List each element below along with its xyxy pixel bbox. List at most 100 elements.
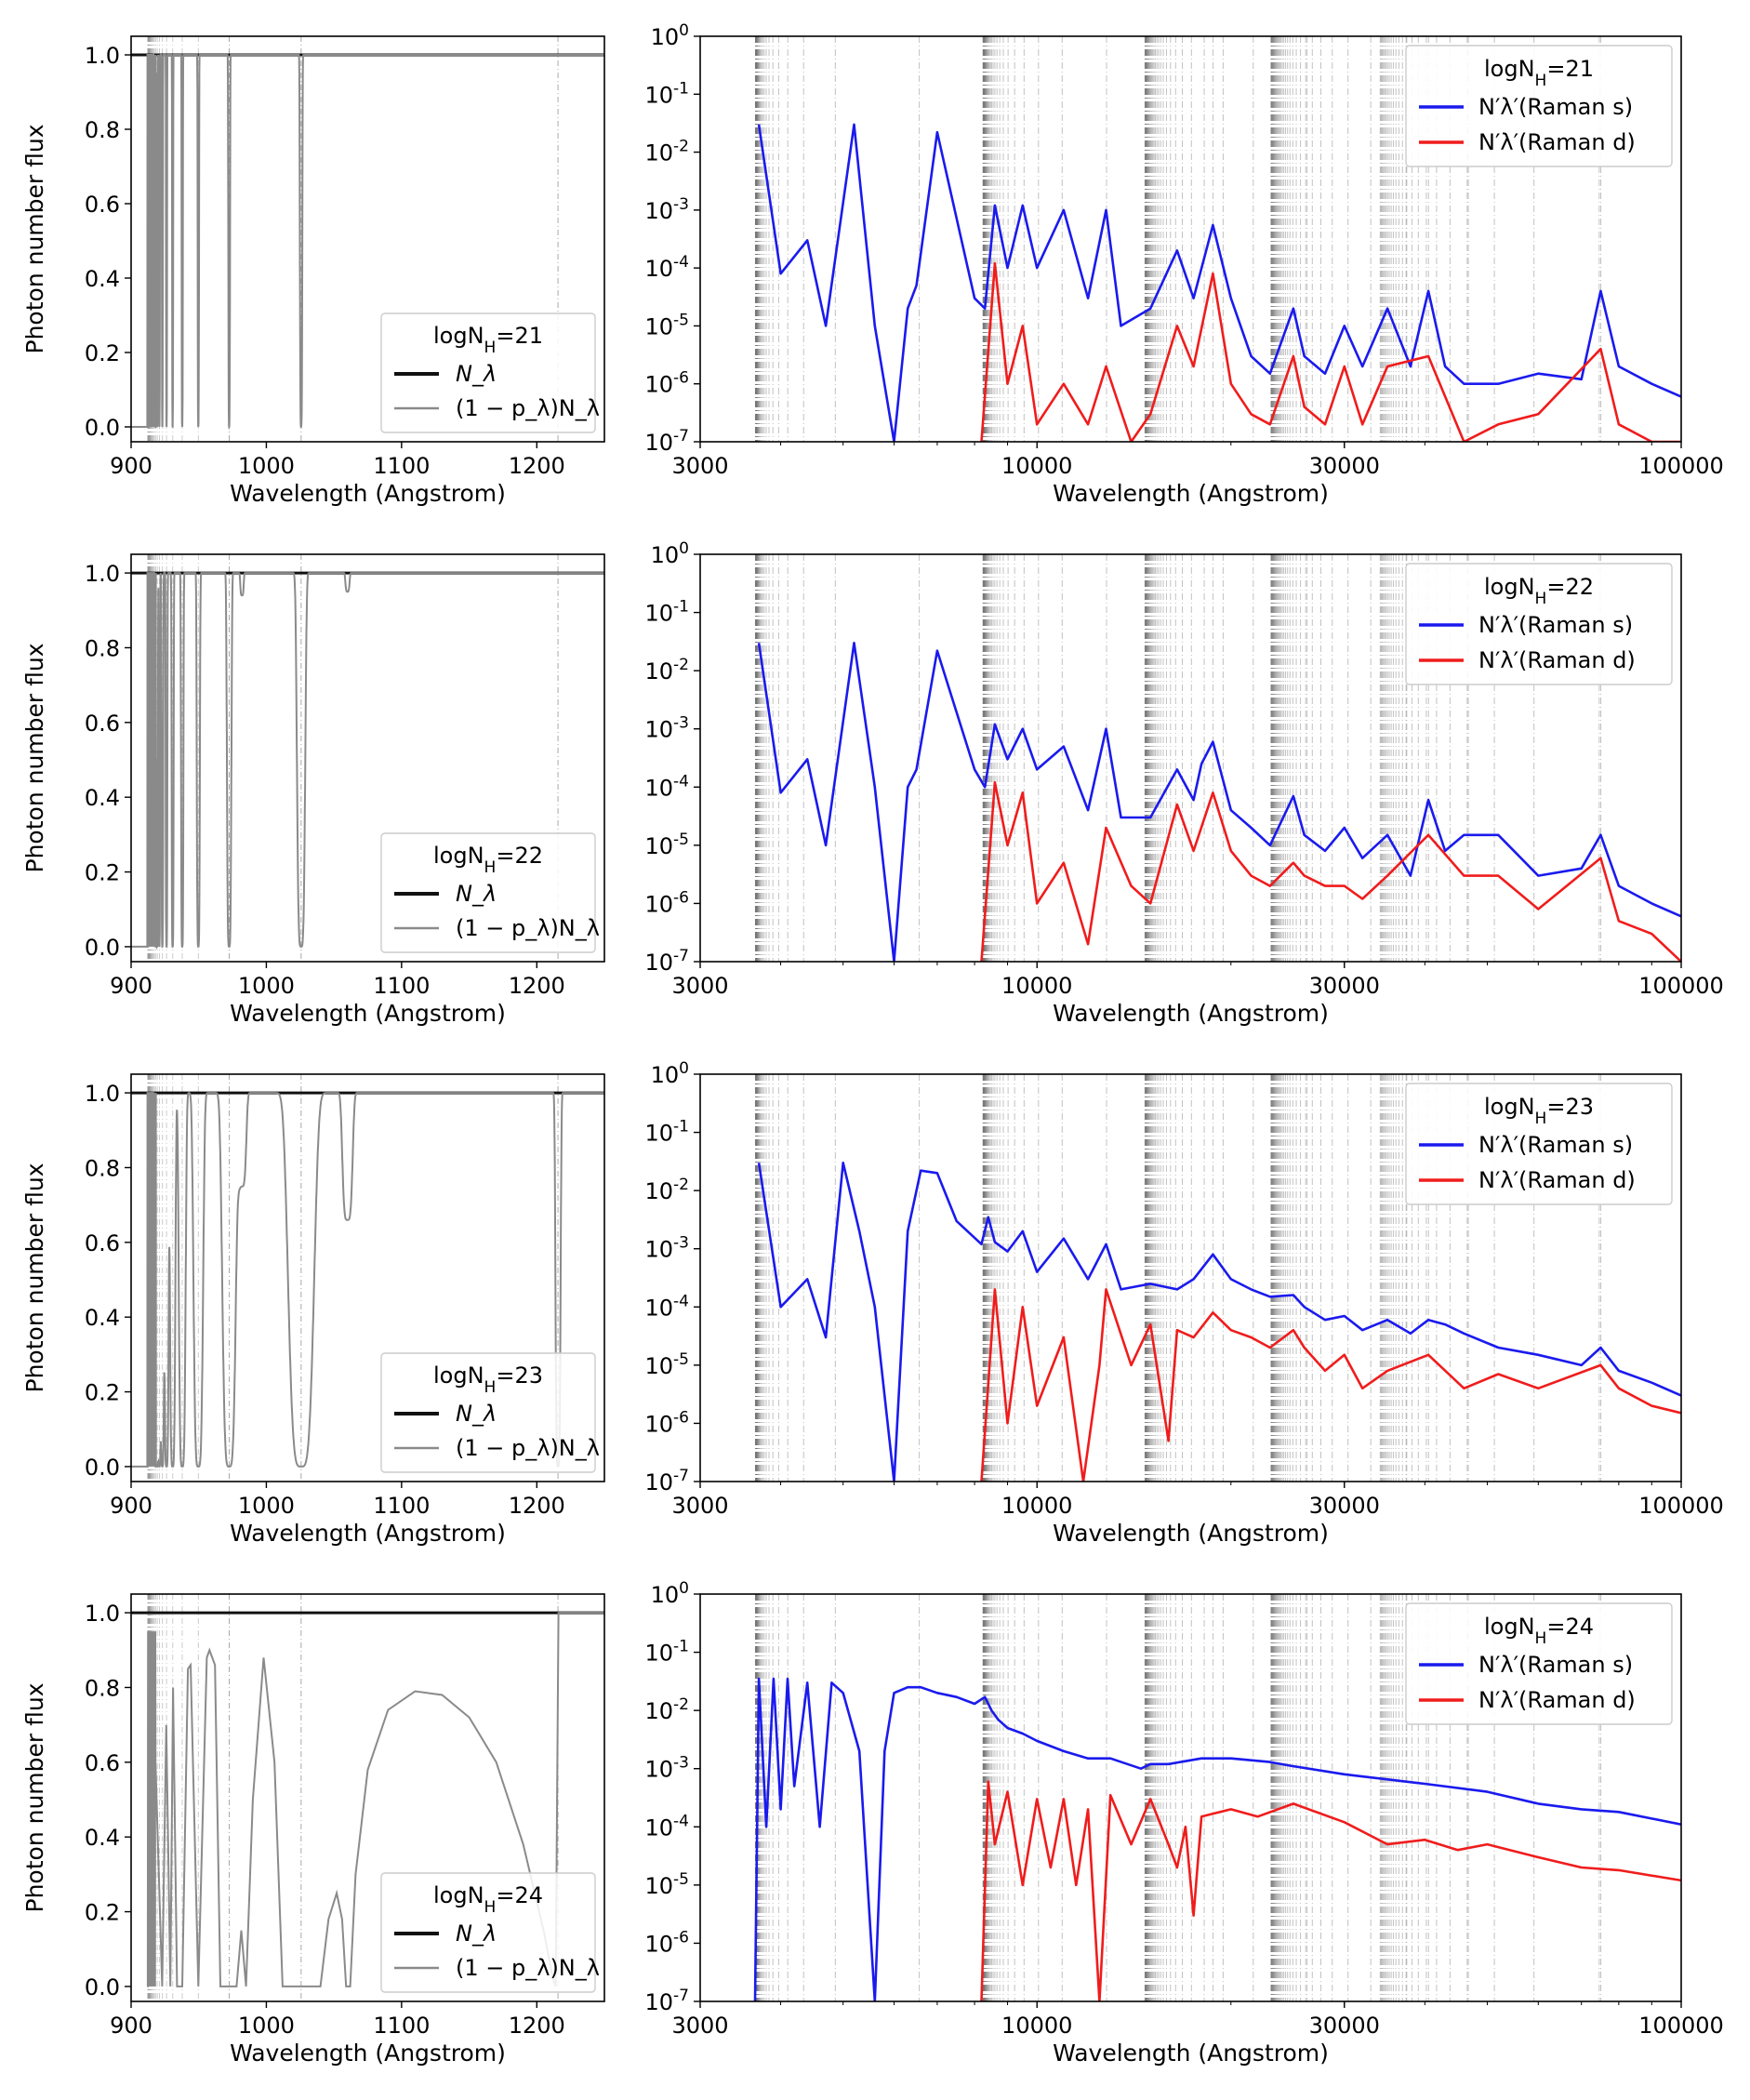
legend-label-raman-s: N′λ′(Raman s) — [1478, 1132, 1633, 1158]
legend-box — [1405, 45, 1673, 167]
legend: logNH=24 N_λ (1 − p_λ)N_λ — [380, 1872, 600, 1993]
axes-frame — [130, 553, 605, 963]
legend-title-value: =21 — [1546, 56, 1594, 82]
legend-title-value: =24 — [1546, 1614, 1594, 1640]
axes-frame — [699, 35, 1682, 443]
y-tick-label: 0.8 — [85, 117, 120, 143]
x-tick-label: 10000 — [1001, 453, 1072, 479]
legend-box — [380, 312, 596, 433]
plot-area — [754, 554, 1681, 962]
plot-area — [753, 1594, 1681, 2001]
plot-area — [131, 554, 604, 962]
y-tick-exponent: -5 — [673, 1870, 689, 1889]
y-tick-label: 10-6 — [645, 1928, 690, 1957]
y-tick-label: 0.4 — [85, 785, 120, 811]
y-tick-label: 10-1 — [645, 1638, 690, 1667]
y-tick-base: 10 — [645, 82, 674, 108]
legend-box — [380, 1352, 596, 1473]
y-axis-label: Photon number flux — [21, 1163, 48, 1392]
y-axis-label: Photon number flux — [21, 124, 48, 353]
plot-area — [754, 1074, 1681, 1482]
legend-title-sub: H — [484, 858, 497, 877]
y-tick-base: 10 — [645, 1237, 674, 1263]
x-tick-label: 30000 — [1309, 2013, 1380, 2039]
legend-label-n-lambda: N_λ — [456, 361, 497, 387]
x-tick-label: 1000 — [238, 2013, 295, 2039]
y-tick-base: 10 — [645, 601, 674, 627]
x-tick-label: 1100 — [373, 973, 430, 999]
y-tick-label: 10-2 — [645, 1695, 690, 1724]
y-tick-exponent: -3 — [673, 195, 689, 214]
legend-box — [1405, 1083, 1673, 1205]
legend-label-raman-d: N′λ′(Raman d) — [1478, 647, 1636, 673]
y-tick-base: 10 — [645, 430, 674, 456]
y-tick-exponent: -1 — [673, 1118, 689, 1136]
transmitted-line — [131, 1091, 604, 1468]
y-tick-label: 10-3 — [645, 714, 690, 743]
plot-area — [754, 36, 1681, 442]
legend: logNH=23 N′λ′(Raman s) N′λ′(Raman d) — [1405, 1083, 1673, 1205]
legend-label-transmitted: (1 − p_λ)N_λ — [456, 1435, 600, 1461]
y-tick-exponent: -3 — [673, 714, 689, 733]
y-tick-exponent: -5 — [673, 831, 689, 849]
y-tick-exponent: -4 — [673, 772, 689, 791]
legend: logNH=21 N′λ′(Raman s) N′λ′(Raman d) — [1405, 45, 1673, 167]
y-tick-base: 10 — [645, 717, 674, 743]
axes-frame — [699, 1073, 1682, 1482]
y-tick-base: 10 — [651, 542, 680, 568]
y-tick-label: 0.2 — [85, 1380, 120, 1406]
x-axis-label: Wavelength (Angstrom) — [1053, 2040, 1329, 2067]
axes-frame — [130, 35, 605, 443]
y-tick-label: 0.0 — [85, 1974, 120, 2000]
y-tick-label: 0.6 — [85, 1750, 120, 1776]
y-tick-label: 0.8 — [85, 1675, 120, 1701]
legend-box — [380, 1872, 596, 1993]
legend-title-log: logN — [433, 1882, 484, 1908]
y-tick-exponent: -3 — [673, 1234, 689, 1253]
legend: logNH=22 N_λ (1 − p_λ)N_λ — [380, 832, 600, 953]
y-tick-base: 10 — [645, 1757, 674, 1783]
plot-area — [131, 36, 604, 442]
x-tick-label: 3000 — [671, 2013, 728, 2039]
y-tick-exponent: -7 — [673, 427, 689, 445]
x-tick-label: 30000 — [1309, 1493, 1380, 1519]
y-tick-exponent: -2 — [673, 1176, 689, 1194]
y-axis-label: Photon number flux — [21, 643, 48, 872]
y-tick-label: 0.6 — [85, 1230, 120, 1256]
y-tick-exponent: -1 — [673, 598, 689, 617]
y-tick-label: 10-7 — [645, 1467, 690, 1495]
y-tick-base: 10 — [645, 1353, 674, 1379]
left-panel-3: 900 1000 1100 1200 0.0 0.2 0.4 0.6 0.8 1.0 Wavelen… — [21, 1073, 605, 1547]
y-tick-exponent: -6 — [673, 369, 689, 388]
legend-title: logNH=23 — [433, 1362, 543, 1397]
y-tick-label: 10-3 — [645, 1754, 690, 1783]
legend-title-value: =21 — [496, 323, 543, 349]
legend-title-value: =23 — [496, 1362, 543, 1389]
right-panel-3: 3000 10000 30000 10000010010-110-210-310-41… — [645, 1059, 1724, 1547]
y-tick-label: 1.0 — [85, 1601, 120, 1627]
y-tick-base: 10 — [651, 24, 680, 50]
legend-title: logNH=22 — [433, 843, 543, 877]
x-tick-label: 3000 — [671, 973, 728, 999]
x-tick-label: 3000 — [671, 453, 728, 479]
x-axis-label: Wavelength (Angstrom) — [230, 2040, 506, 2067]
legend-label-raman-d: N′λ′(Raman d) — [1478, 1167, 1636, 1193]
y-tick-exponent: -7 — [673, 1467, 689, 1485]
raman-d-line — [980, 1780, 1681, 2001]
y-tick-label: 0.6 — [85, 192, 120, 218]
x-tick-label: 1200 — [509, 2013, 565, 2039]
y-tick-base: 10 — [645, 256, 674, 282]
y-tick-exponent: 0 — [679, 1579, 689, 1598]
y-tick-base: 10 — [645, 891, 674, 917]
y-tick-exponent: -5 — [673, 311, 689, 329]
y-tick-label: 10-5 — [645, 1350, 690, 1379]
y-tick-exponent: -1 — [673, 79, 689, 98]
y-tick-label: 0.8 — [85, 635, 120, 661]
y-tick-base: 10 — [645, 1121, 674, 1147]
y-tick-label: 10-1 — [645, 1118, 690, 1147]
legend-title-sub: H — [484, 1898, 497, 1917]
legend-title-log: logN — [433, 843, 484, 869]
x-tick-label: 900 — [110, 453, 152, 479]
y-tick-label: 10-2 — [645, 138, 690, 166]
y-tick-label: 100 — [651, 21, 689, 50]
